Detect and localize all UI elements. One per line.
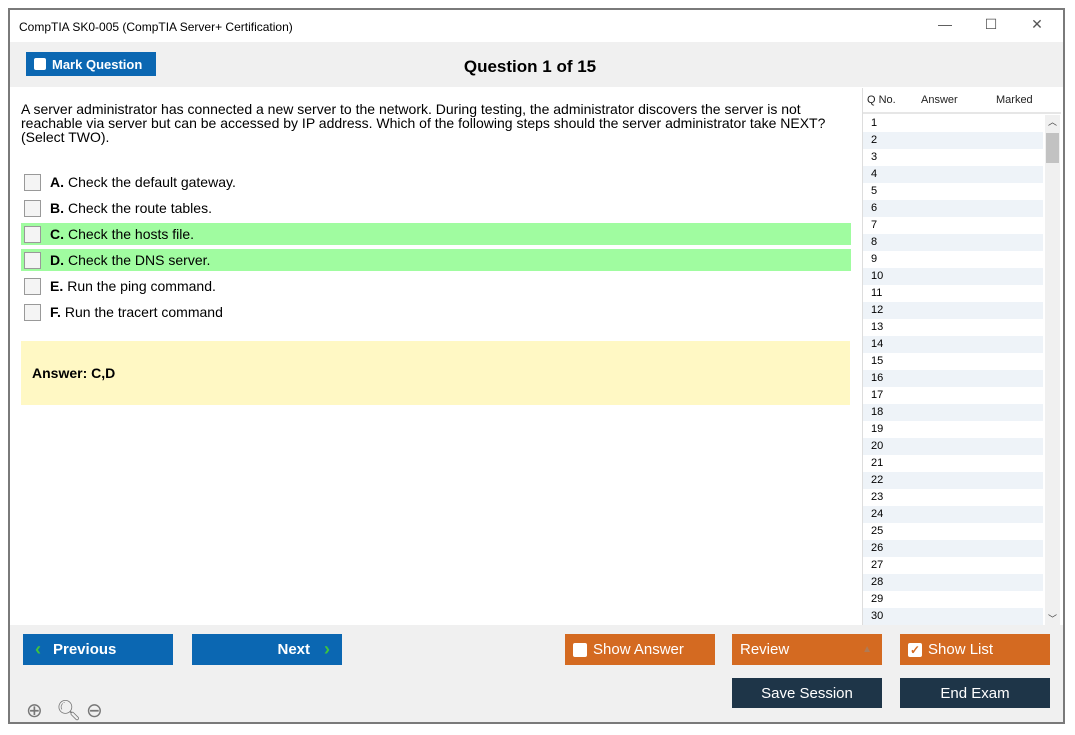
bottom-bar: ‹ Previous Next › Show Answer Review ▲ ✓ Sho… (10, 625, 1063, 722)
question-list-panel: Q No. Answer Marked 1 2 3 4 5 6 7 8 9 10 11 12 13 14 1… (862, 88, 1061, 625)
app-window: CompTIA SK0-005 (CompTIA Server+ Certifi… (8, 8, 1065, 724)
option-text: Check the default gateway. (68, 174, 236, 190)
answer-box: Answer: C,D (21, 341, 850, 405)
option-text: Run the ping command. (67, 278, 216, 294)
list-row[interactable]: 13 (871, 321, 884, 333)
list-row[interactable]: 8 (863, 234, 1043, 251)
scrollbar[interactable]: ︿ ﹀ (1045, 115, 1060, 625)
option-d[interactable]: D. Check the DNS server. (21, 249, 851, 271)
previous-button[interactable]: ‹ Previous (23, 634, 173, 665)
chevron-left-icon: ‹ (35, 639, 41, 659)
option-e[interactable]: E. Run the ping command. (21, 275, 851, 297)
list-row[interactable]: 7 (871, 219, 878, 231)
next-button[interactable]: Next › (192, 634, 342, 665)
option-letter: B. (50, 200, 64, 216)
option-letter: F. (50, 304, 61, 320)
option-letter: C. (50, 226, 64, 242)
list-row[interactable]: 24 (863, 506, 1043, 523)
chevron-right-icon: › (324, 639, 330, 659)
question-text: A server administrator has connected a n… (21, 101, 826, 145)
col-marked: Marked (996, 94, 1033, 106)
option-checkbox[interactable] (24, 225, 41, 243)
window-title: CompTIA SK0-005 (CompTIA Server+ Certifi… (19, 20, 293, 34)
mark-question-button[interactable]: Mark Question (26, 52, 156, 76)
option-checkbox[interactable] (24, 277, 41, 295)
option-letter: A. (50, 174, 64, 190)
list-row[interactable]: 27 (871, 559, 884, 571)
previous-label: Previous (53, 641, 117, 658)
option-checkbox[interactable] (24, 251, 41, 269)
option-b[interactable]: B. Check the route tables. (21, 197, 851, 219)
show-answer-label: Show Answer (593, 641, 684, 658)
save-session-button[interactable]: Save Session (732, 678, 882, 708)
list-row[interactable]: 5 (871, 185, 878, 197)
mark-question-label: Mark Question (52, 56, 143, 72)
list-row[interactable]: 12 (863, 302, 1043, 319)
checkbox-icon (34, 58, 46, 70)
end-exam-button[interactable]: End Exam (900, 678, 1050, 708)
scroll-up-icon[interactable]: ︿ (1047, 117, 1057, 127)
review-dropdown[interactable]: Review ▲ (732, 634, 882, 665)
option-c[interactable]: C. Check the hosts file. (21, 223, 851, 245)
list-row[interactable]: 30 (863, 608, 1043, 625)
zoom-reset-icon[interactable]: 🔍︎ (56, 700, 82, 722)
list-row[interactable]: 3 (871, 151, 878, 163)
list-row[interactable]: 16 (863, 370, 1043, 387)
caret-up-icon: ▲ (862, 644, 872, 655)
list-row[interactable]: 11 (871, 287, 883, 299)
list-row[interactable]: 14 (863, 336, 1043, 353)
show-list-label: Show List (928, 641, 994, 658)
option-text: Check the hosts file. (68, 226, 195, 242)
option-checkbox[interactable] (24, 303, 41, 321)
question-title: Question 1 of 15 (463, 57, 597, 76)
list-row[interactable]: 4 (863, 166, 1043, 183)
list-row[interactable]: 29 (871, 593, 884, 605)
list-row[interactable]: 10 (863, 268, 1043, 285)
show-answer-button[interactable]: Show Answer (565, 634, 715, 665)
list-row[interactable]: 17 (871, 389, 884, 401)
list-row[interactable]: 22 (863, 472, 1043, 489)
checkbox-icon (573, 642, 587, 657)
list-row[interactable]: 6 (863, 200, 1043, 217)
scroll-thumb[interactable] (1046, 133, 1059, 163)
minimize-button[interactable]: — (938, 16, 952, 32)
zoom-out-icon[interactable]: ⊖ (86, 700, 103, 722)
checked-checkbox-icon: ✓ (908, 642, 922, 657)
list-row[interactable]: 28 (863, 574, 1043, 591)
option-text: Run the tracert command (64, 304, 223, 320)
list-row[interactable]: 21 (871, 457, 884, 469)
list-row[interactable]: 26 (863, 540, 1043, 557)
option-letter: E. (50, 278, 64, 294)
list-row[interactable]: 2 (863, 132, 1043, 149)
col-qno: Q No. (867, 94, 896, 106)
next-label: Next (277, 641, 310, 658)
title-bar: CompTIA SK0-005 (CompTIA Server+ Certifi… (10, 10, 1063, 42)
list-header: Q No. Answer Marked (863, 88, 1061, 114)
list-row[interactable]: 15 (871, 355, 884, 367)
option-letter: D. (50, 252, 64, 268)
list-row[interactable]: 9 (871, 253, 878, 265)
toolbar: Mark Question Question 1 of 15 (10, 42, 1063, 87)
scroll-down-icon[interactable]: ﹀ (1047, 614, 1057, 624)
option-a[interactable]: A. Check the default gateway. (21, 171, 851, 193)
option-text: Check the DNS server. (68, 252, 211, 268)
list-row[interactable]: 19 (871, 423, 884, 435)
list-row[interactable]: 18 (863, 404, 1043, 421)
show-list-button[interactable]: ✓ Show List (900, 634, 1050, 665)
list-row[interactable]: 20 (863, 438, 1043, 455)
close-button[interactable]: ✕ (1031, 16, 1043, 32)
list-row[interactable]: 23 (871, 491, 884, 503)
review-label: Review (740, 641, 790, 658)
option-checkbox[interactable] (24, 173, 41, 191)
option-checkbox[interactable] (24, 199, 41, 217)
maximize-button[interactable]: ☐ (984, 16, 998, 32)
list-row[interactable]: 25 (871, 525, 884, 537)
list-row[interactable]: 1 (871, 117, 878, 129)
option-text: Check the route tables. (68, 200, 212, 216)
list-rows: 1 2 3 4 5 6 7 8 9 10 11 12 13 14 15 16 17 18 19 20 21 22 23 24 2… (863, 115, 1043, 625)
option-f[interactable]: F. Run the tracert command (21, 301, 851, 323)
col-answer: Answer (921, 94, 958, 106)
zoom-in-icon[interactable]: ⊕ (26, 700, 43, 722)
